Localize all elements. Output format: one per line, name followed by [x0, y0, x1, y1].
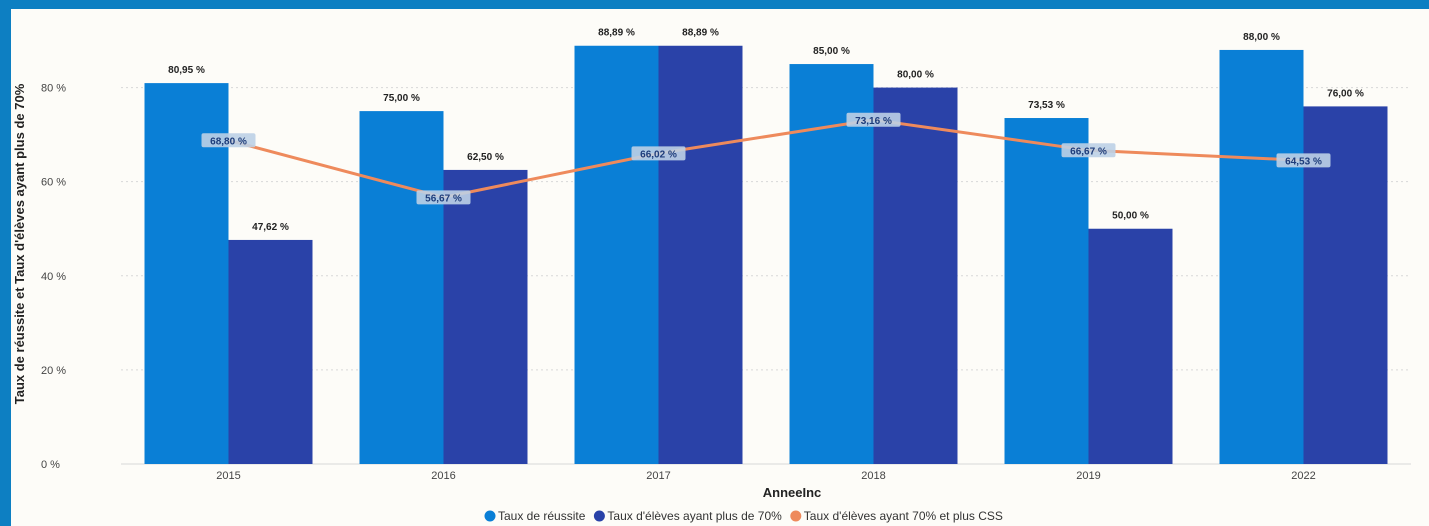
legend-marker [593, 510, 605, 522]
data-labels: 80,95 % 47,62 % 75,00 % 62,50 % 88,89 % 88,89… [168, 28, 1364, 233]
legend-marker [790, 510, 802, 522]
bar-data-label: 47,62 % [252, 222, 289, 233]
y-tick-label: 20 % [41, 365, 66, 377]
x-tick-label: 2016 [431, 470, 455, 482]
line-data-label: 66,02 % [640, 149, 677, 160]
legend-label: Taux d'élèves ayant plus de 70% [607, 509, 782, 523]
line-series [228, 118, 1304, 199]
y-tick-label: 40 % [41, 271, 66, 283]
x-tick-label: 2017 [646, 470, 670, 482]
bar-data-label: 88,00 % [1243, 32, 1280, 43]
x-tick-label: 2015 [216, 470, 240, 482]
x-tick-label: 2022 [1291, 470, 1315, 482]
line-label-background [631, 146, 686, 161]
line-label-background [416, 190, 471, 205]
bar-data-label: 75,00 % [383, 93, 420, 104]
line-data-label: 73,16 % [855, 116, 892, 127]
x-axis-ticks: 2015 2016 2017 2018 2019 2022 [216, 470, 1315, 482]
bar-data-label: 88,89 % [598, 28, 635, 39]
chart-frame: 0 % 20 % 40 % 60 % 80 % 80,95 % 47,62 % 75,00 … [11, 9, 1429, 526]
line-label-background [201, 133, 256, 148]
bar-data-label: 76,00 % [1327, 88, 1364, 99]
y-tick-label: 0 % [41, 459, 60, 471]
bars [144, 45, 1388, 465]
line-label-background [846, 112, 901, 127]
bar-data-label: 50,00 % [1112, 211, 1149, 222]
y-axis-title: Taux de réussite et Taux d'élèves ayant … [12, 83, 27, 404]
line-data-label: 64,53 % [1285, 156, 1322, 167]
y-tick-label: 80 % [41, 83, 66, 95]
line-data-label: 56,67 % [425, 193, 462, 204]
series-line [228, 118, 1304, 199]
legend-label: Taux de réussite [498, 509, 586, 523]
bar [1088, 228, 1173, 464]
bar-data-label: 80,00 % [897, 70, 934, 81]
bar-data-label: 85,00 % [813, 46, 850, 57]
legend: Taux de réussite Taux d'élèves ayant plus… [484, 509, 1003, 523]
bar [443, 169, 528, 464]
bar [359, 111, 444, 465]
line-label-background [1276, 153, 1331, 168]
bar [574, 45, 659, 465]
bar [658, 45, 743, 465]
combo-chart: 0 % 20 % 40 % 60 % 80 % 80,95 % 47,62 % 75,00 … [12, 28, 1411, 523]
legend-marker [484, 510, 496, 522]
y-tick-label: 60 % [41, 177, 66, 189]
x-tick-label: 2019 [1076, 470, 1100, 482]
x-axis-title: AnneeInc [763, 485, 822, 500]
line-label-background [1061, 143, 1116, 158]
line-data-label: 66,67 % [1070, 146, 1107, 157]
y-axis-ticks: 0 % 20 % 40 % 60 % 80 % [41, 83, 66, 471]
bar-data-label: 73,53 % [1028, 100, 1065, 111]
legend-label: Taux d'élèves ayant 70% et plus CSS [804, 509, 1003, 523]
gridlines [121, 87, 1411, 465]
bar-data-label: 88,89 % [682, 28, 719, 39]
bar [228, 239, 313, 464]
bar [1004, 118, 1089, 464]
bar [873, 87, 958, 464]
x-tick-label: 2018 [861, 470, 885, 482]
line-data-label: 68,80 % [210, 136, 247, 147]
bar-data-label: 62,50 % [467, 152, 504, 163]
bar-data-label: 80,95 % [168, 65, 205, 76]
bar [1219, 49, 1304, 465]
